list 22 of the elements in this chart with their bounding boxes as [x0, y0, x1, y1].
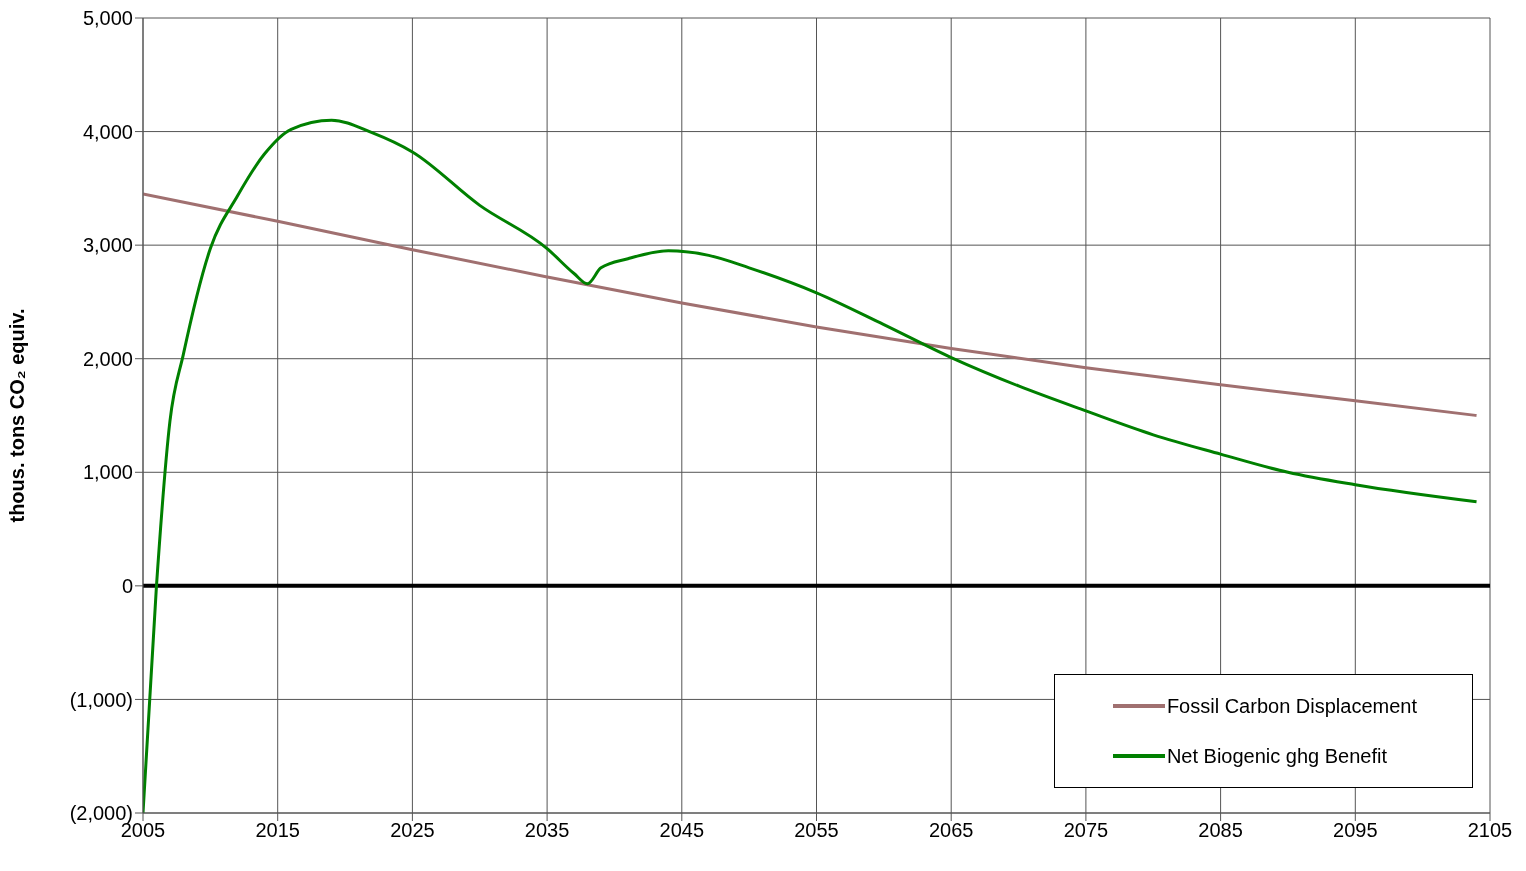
y-tick-label: 2,000: [82, 347, 133, 370]
legend-label: Fossil Carbon Displacement: [1166, 694, 1417, 718]
x-tick-label: 2105: [1467, 819, 1513, 842]
x-tick-label: 2085: [1198, 819, 1243, 842]
y-tick-label: 4,000: [82, 120, 133, 143]
y-tick-label: (1,000): [69, 688, 133, 711]
y-tick-label: 3,000: [82, 234, 133, 257]
y-axis-title: thous. tons CO₂ equiv.: [6, 308, 28, 523]
x-tick-label: 2035: [524, 819, 570, 842]
x-tick-label: 2055: [794, 819, 839, 842]
x-tick-label: 2065: [928, 819, 974, 842]
x-tick-label: 2095: [1333, 819, 1378, 842]
y-tick-label: 1,000: [82, 461, 133, 484]
y-tick-label: 0: [121, 574, 133, 597]
x-tick-label: 2045: [659, 819, 705, 842]
line-series: [143, 192, 1479, 417]
legend-label: Net Biogenic ghg Benefit: [1166, 744, 1388, 768]
x-tick-label: 2015: [255, 819, 300, 842]
x-tick-label: 2025: [390, 819, 435, 842]
x-tick-label: 2075: [1063, 819, 1109, 842]
y-tick-label: 5,000: [82, 7, 133, 30]
line-series: [143, 118, 1479, 813]
